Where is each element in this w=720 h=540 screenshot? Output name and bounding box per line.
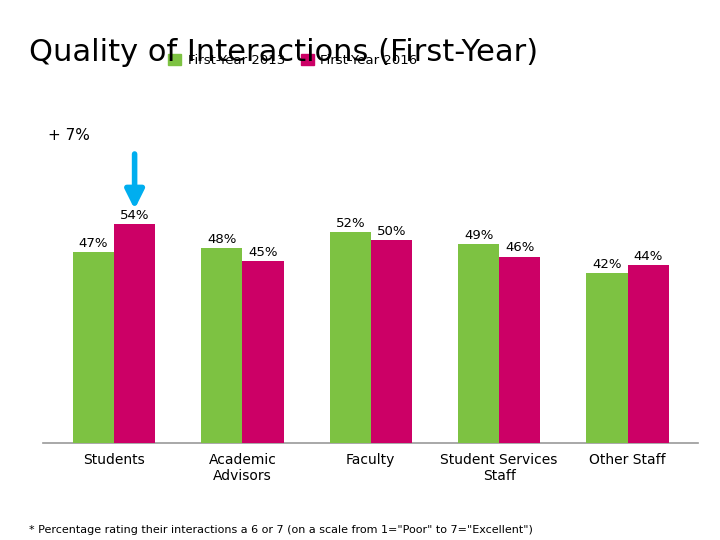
Text: 44%: 44%	[634, 249, 663, 262]
Legend: First-Year 2013, First-Year 2016: First-Year 2013, First-Year 2016	[168, 54, 418, 67]
Bar	[458, 244, 499, 443]
Text: 50%: 50%	[377, 225, 406, 238]
Bar	[73, 253, 114, 443]
Bar	[628, 265, 669, 443]
Text: 42%: 42%	[593, 258, 622, 271]
Bar	[202, 248, 243, 443]
Text: + 7%: + 7%	[48, 128, 90, 143]
Text: 52%: 52%	[336, 217, 365, 230]
Text: * Percentage rating their interactions a 6 or 7 (on a scale from 1="Poor" to 7=": * Percentage rating their interactions a…	[29, 524, 533, 535]
Bar	[114, 224, 155, 443]
Text: 46%: 46%	[505, 241, 534, 254]
Text: 47%: 47%	[78, 238, 108, 251]
Text: Quality of Interactions (First-Year): Quality of Interactions (First-Year)	[29, 38, 538, 67]
Text: 48%: 48%	[207, 233, 237, 246]
Bar	[587, 273, 628, 443]
Bar	[371, 240, 412, 443]
Bar	[243, 261, 284, 443]
Text: 49%: 49%	[464, 230, 493, 242]
Text: 45%: 45%	[248, 246, 278, 259]
Bar	[499, 256, 540, 443]
Bar	[330, 232, 371, 443]
Text: 54%: 54%	[120, 209, 149, 222]
